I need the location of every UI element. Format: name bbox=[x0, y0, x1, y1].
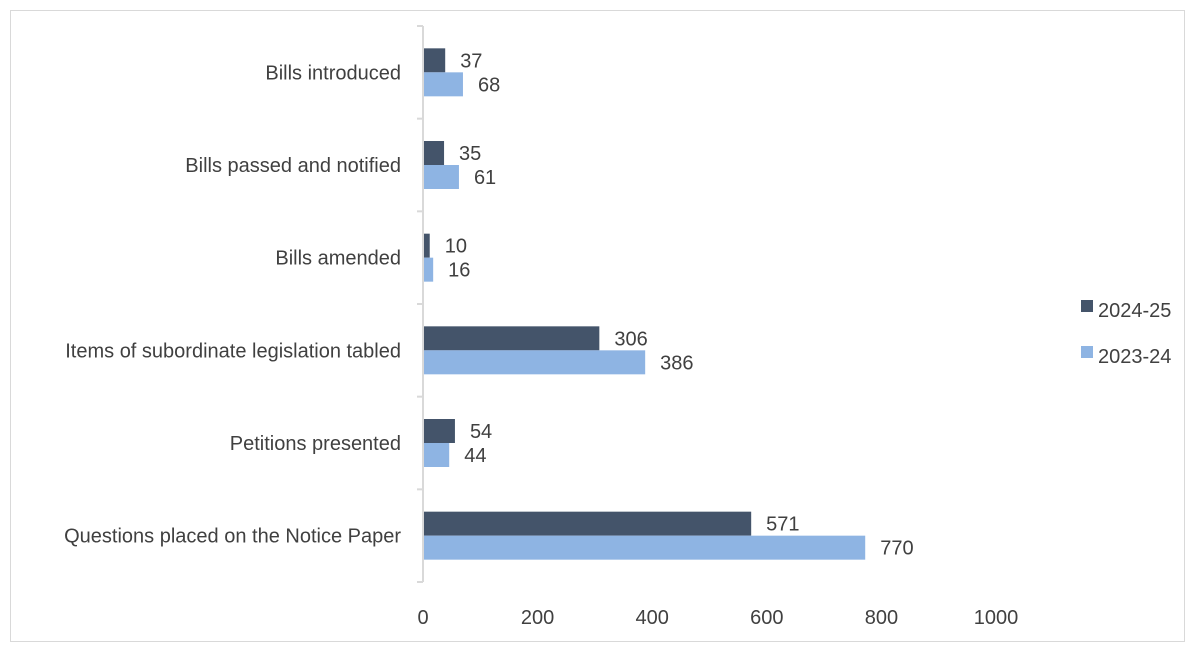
bar-2023-24 bbox=[424, 535, 866, 560]
x-tick-label: 800 bbox=[865, 607, 898, 629]
bar-2024-25 bbox=[424, 419, 455, 443]
x-tick-label: 1000 bbox=[974, 607, 1019, 629]
data-label: 68 bbox=[478, 74, 500, 96]
data-label: 37 bbox=[460, 50, 482, 72]
category-label: Petitions presented bbox=[230, 433, 401, 455]
bar-2023-24 bbox=[424, 165, 459, 189]
data-label: 44 bbox=[464, 445, 486, 467]
x-tick-label: 0 bbox=[417, 607, 428, 629]
legend-label: 2024-25 bbox=[1098, 300, 1171, 322]
legend-swatch-2024-25 bbox=[1081, 300, 1093, 312]
data-label: 571 bbox=[766, 514, 799, 536]
bar-2024-25 bbox=[424, 141, 445, 165]
category-label: Bills amended bbox=[275, 248, 401, 270]
data-label: 10 bbox=[445, 236, 467, 258]
data-label: 61 bbox=[474, 167, 496, 189]
bar-2023-24 bbox=[424, 257, 434, 282]
data-label: 306 bbox=[614, 328, 647, 350]
x-tick-label: 600 bbox=[750, 607, 783, 629]
legend-label: 2023-24 bbox=[1098, 346, 1171, 368]
x-tick-label: 200 bbox=[521, 607, 554, 629]
category-label: Bills introduced bbox=[265, 62, 401, 84]
category-label: Items of subordinate legislation tabled bbox=[65, 340, 401, 362]
bar-2024-25 bbox=[424, 48, 446, 73]
category-label: Questions placed on the Notice Paper bbox=[64, 526, 401, 548]
bar-2023-24 bbox=[424, 350, 646, 375]
x-tick-label: 400 bbox=[636, 607, 669, 629]
category-label: Bills passed and notified bbox=[185, 155, 401, 177]
bar-2023-24 bbox=[424, 443, 450, 467]
bar-2023-24 bbox=[424, 72, 463, 97]
legend-swatch-2023-24 bbox=[1081, 346, 1093, 358]
data-label: 770 bbox=[880, 538, 913, 560]
bar-2024-25 bbox=[424, 233, 430, 258]
data-label: 54 bbox=[470, 421, 492, 443]
bar-2024-25 bbox=[424, 326, 600, 351]
data-label: 16 bbox=[448, 260, 470, 282]
data-label: 386 bbox=[660, 352, 693, 374]
data-label: 35 bbox=[459, 143, 481, 165]
bar-2024-25 bbox=[424, 511, 752, 536]
